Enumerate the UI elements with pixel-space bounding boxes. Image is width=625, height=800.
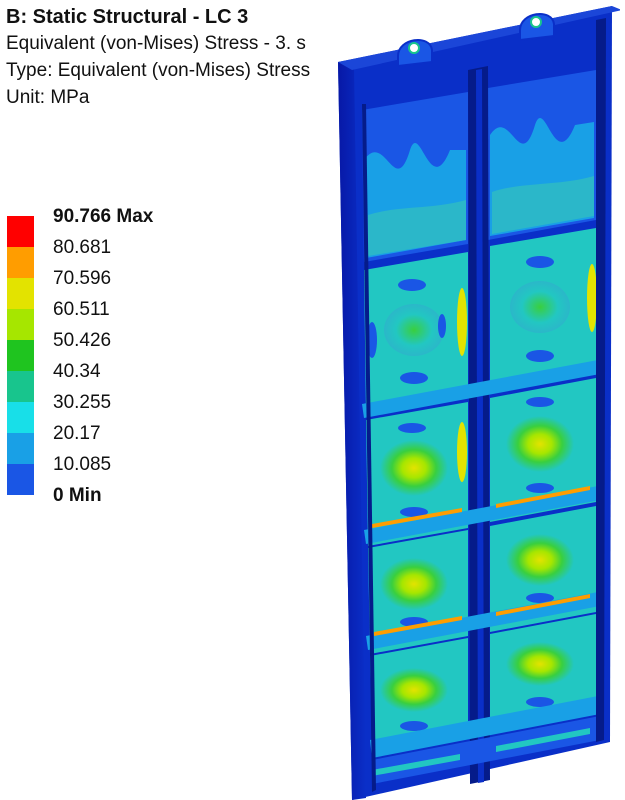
legend-min-label[interactable]: 0 Min bbox=[53, 485, 102, 506]
panel-row bbox=[366, 378, 596, 546]
legend-label: 20.17 bbox=[53, 423, 101, 444]
legend-swatch bbox=[7, 402, 34, 433]
stress-contour-model[interactable] bbox=[320, 0, 620, 800]
legend-swatch bbox=[7, 371, 34, 402]
legend-label: 40.34 bbox=[53, 361, 101, 382]
legend-label: 10.085 bbox=[53, 454, 112, 475]
legend-max-label[interactable]: 90.766 Max bbox=[53, 206, 154, 227]
legend-swatch bbox=[7, 433, 34, 464]
legend-swatch bbox=[7, 340, 34, 371]
panel-row bbox=[364, 228, 597, 414]
lifting-lug bbox=[519, 12, 555, 42]
legend-swatch-min bbox=[7, 464, 34, 495]
result-unit: Unit: MPa bbox=[6, 87, 90, 108]
lifting-lug bbox=[397, 38, 433, 68]
legend-swatch-max bbox=[7, 216, 34, 247]
legend-label: 30.255 bbox=[53, 392, 112, 413]
legend-swatch bbox=[7, 278, 34, 309]
legend-label: 60.511 bbox=[53, 299, 110, 320]
legend-label: 80.681 bbox=[53, 237, 112, 258]
result-name: Equivalent (von-Mises) Stress - 3. s bbox=[6, 33, 306, 54]
result-header: B: Static Structural - LC 3 Equivalent (… bbox=[6, 4, 310, 111]
result-type: Type: Equivalent (von-Mises) Stress bbox=[6, 60, 311, 81]
legend-swatch bbox=[7, 309, 34, 340]
analysis-title: B: Static Structural - LC 3 bbox=[6, 6, 249, 28]
legend-swatch bbox=[7, 247, 34, 278]
door-frame-side bbox=[338, 62, 366, 800]
legend-label: 70.596 bbox=[53, 268, 112, 289]
panel-row bbox=[370, 614, 596, 748]
legend-label: 50.426 bbox=[53, 330, 112, 351]
